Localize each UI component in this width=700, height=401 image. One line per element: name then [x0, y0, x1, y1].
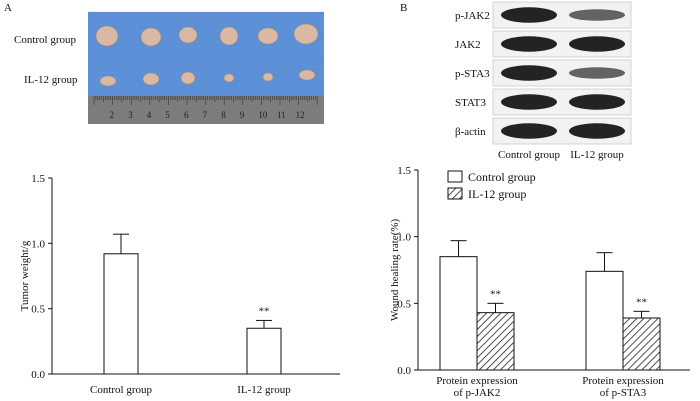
- blot-strip: [492, 1, 632, 29]
- x-group-label: of p-STA3: [600, 387, 647, 399]
- legend-swatch: [447, 187, 463, 200]
- tumor-control: [95, 25, 119, 47]
- bar-il12: [476, 312, 515, 371]
- legend-swatch: [447, 170, 463, 183]
- blot-protein-label: JAK2: [455, 39, 481, 51]
- ruler-number: 10: [258, 110, 268, 120]
- tumor-control: [219, 26, 239, 46]
- significance-mark: **: [259, 305, 270, 317]
- tumor-control: [257, 27, 279, 45]
- panel-label-b: B: [400, 2, 408, 14]
- ruler-number: 3: [128, 110, 133, 120]
- bar-control: [439, 256, 478, 371]
- photo-background: [88, 12, 324, 124]
- tumor-control: [140, 27, 162, 47]
- blot-band: [569, 36, 625, 52]
- tumor-il12: [180, 71, 196, 85]
- blot-strip: [492, 88, 632, 116]
- blot-band: [501, 123, 557, 139]
- tumor-il12: [142, 72, 160, 86]
- significance-mark: **: [490, 288, 501, 300]
- ruler-number: 4: [147, 110, 152, 120]
- blot-strip: [492, 59, 632, 87]
- blot-band: [501, 94, 557, 110]
- bar-il12: [622, 317, 661, 371]
- blot-lane-label: IL-12 group: [570, 149, 624, 161]
- y-axis-label: Wound healing rate(%): [389, 218, 401, 321]
- y-tick-label: 0.0: [397, 365, 411, 377]
- blot-band: [569, 9, 625, 21]
- blot-protein-label: p-JAK2: [455, 10, 490, 22]
- blot-band: [569, 123, 625, 139]
- y-tick-label: 0.5: [397, 298, 411, 310]
- y-tick-label: 1.5: [31, 173, 45, 185]
- bar-control: [585, 270, 624, 371]
- ruler-number: 7: [203, 110, 208, 120]
- significance-mark: **: [636, 296, 647, 308]
- blot-strip: [492, 117, 632, 145]
- ruler-number: 12: [296, 110, 305, 120]
- x-group-label: Protein expression: [436, 375, 518, 387]
- photo-row-label-il12: IL-12 group: [24, 74, 78, 86]
- tumor-il12: [223, 73, 235, 83]
- blot-lane-label: Control group: [498, 149, 561, 161]
- x-category-label: Control group: [90, 384, 153, 396]
- ruler-number: 9: [240, 110, 245, 120]
- ruler-number: 8: [221, 110, 226, 120]
- blot-protein-label: p-STA3: [455, 68, 490, 80]
- ruler-number: 5: [165, 110, 170, 120]
- y-tick-label: 1.5: [397, 165, 411, 177]
- blot-band: [501, 7, 557, 23]
- tumor-il12: [99, 75, 117, 87]
- legend-label: Control group: [468, 170, 536, 184]
- blot-band: [569, 94, 625, 110]
- ruler-number: 11: [277, 110, 286, 120]
- y-tick-label: 1.0: [31, 238, 45, 250]
- x-category-label: IL-12 group: [237, 384, 291, 396]
- blot-band: [501, 36, 557, 52]
- y-tick-label: 0.5: [31, 304, 45, 316]
- panel-label-a: A: [4, 2, 12, 14]
- blot-band: [501, 65, 557, 81]
- blot-protein-label: β-actin: [455, 126, 486, 138]
- x-group-label: Protein expression: [582, 375, 664, 387]
- ruler-number: 2: [110, 110, 115, 120]
- blot-strip: [492, 30, 632, 58]
- y-tick-label: 0.0: [31, 369, 45, 381]
- legend-label: IL-12 group: [468, 187, 526, 201]
- bar: [103, 253, 139, 375]
- y-axis-label: Tumor weight/g: [19, 240, 31, 311]
- bar: [246, 327, 282, 375]
- tumor-control: [178, 26, 198, 44]
- tumor-il12: [262, 72, 274, 82]
- blot-band: [569, 67, 625, 79]
- tumor-control: [293, 23, 319, 45]
- ruler-number: 6: [184, 110, 189, 120]
- ruler: [88, 96, 324, 124]
- x-group-label: of p-JAK2: [454, 387, 501, 399]
- y-tick-label: 1.0: [397, 232, 411, 244]
- tumor-il12: [298, 69, 316, 81]
- photo-row-label-control: Control group: [14, 34, 77, 46]
- blot-protein-label: STAT3: [455, 97, 486, 109]
